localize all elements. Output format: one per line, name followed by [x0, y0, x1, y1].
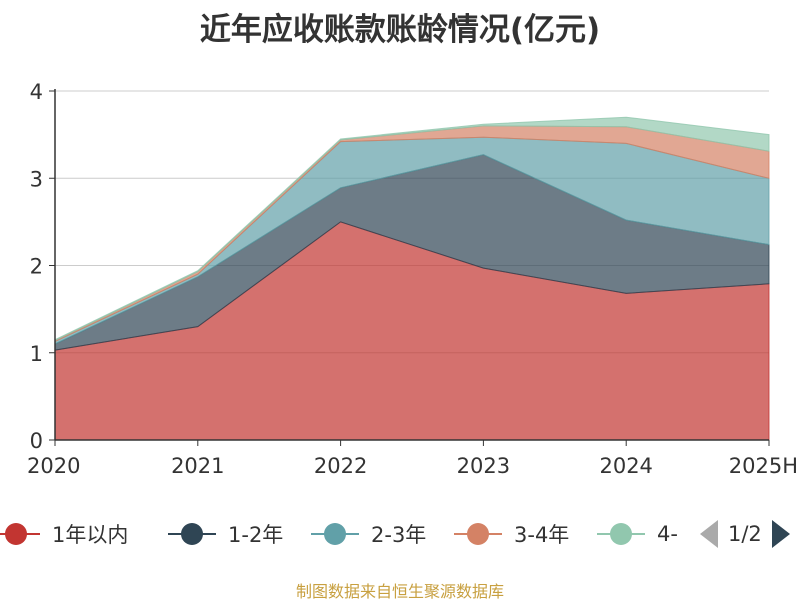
y-tick-label: 0	[30, 429, 43, 453]
legend-dot	[5, 523, 27, 545]
legend-dot	[467, 523, 489, 545]
legend-label: 4-	[657, 522, 678, 546]
series-areas	[54, 116, 770, 441]
legend-item-1[interactable]: 1年以内	[0, 514, 128, 554]
legend-label: 2-3年	[371, 523, 427, 547]
x-tick-label: 2023	[457, 454, 510, 478]
x-tick-label: 2024	[599, 454, 652, 478]
legend-symbol	[168, 514, 216, 554]
legend-item-3[interactable]: 2-3年	[311, 514, 426, 554]
legend-item-5[interactable]: 4-	[597, 514, 678, 554]
legend-label: 1-2年	[228, 523, 284, 547]
legend-label: 1年以内	[52, 523, 129, 547]
y-tick-label: 3	[30, 167, 43, 191]
legend-symbol	[0, 514, 40, 554]
y-tick-label: 2	[30, 255, 43, 279]
chart-title: 近年应收账款账龄情况(亿元)	[199, 12, 601, 48]
next-page-icon[interactable]	[771, 520, 790, 548]
legend-symbol	[597, 514, 645, 554]
x-tick-label: 2021	[171, 454, 224, 478]
legend-dot	[610, 523, 632, 545]
y-tick-label: 1	[30, 342, 43, 366]
legend-item-2[interactable]: 1-2年	[168, 514, 283, 554]
legend-pager: 1/2	[700, 514, 790, 554]
legend: 1年以内 1-2年 2-3年 3-4年 4- 1/2	[0, 514, 800, 554]
legend-dot	[324, 523, 346, 545]
prev-page-icon[interactable]	[700, 520, 718, 548]
tick-labels: 0 1 2 3 4 2020 2021 2022 2023 2024 2025H	[27, 80, 798, 478]
axes	[49, 89, 770, 446]
legend-symbol	[454, 514, 502, 554]
legend-label: 3-4年	[514, 523, 570, 547]
x-tick-label: 2022	[314, 454, 367, 478]
legend-item-4[interactable]: 3-4年	[454, 514, 569, 554]
legend-dot	[181, 523, 203, 545]
y-tick-label: 4	[30, 80, 43, 104]
x-tick-label: 2020	[27, 454, 80, 478]
x-tick-label: 2025H	[729, 454, 798, 478]
data-source-note: 制图数据来自恒生聚源数据库	[295, 582, 504, 601]
legend-symbol	[311, 514, 359, 554]
area-4-	[54, 116, 770, 342]
page-indicator: 1/2	[728, 522, 762, 546]
